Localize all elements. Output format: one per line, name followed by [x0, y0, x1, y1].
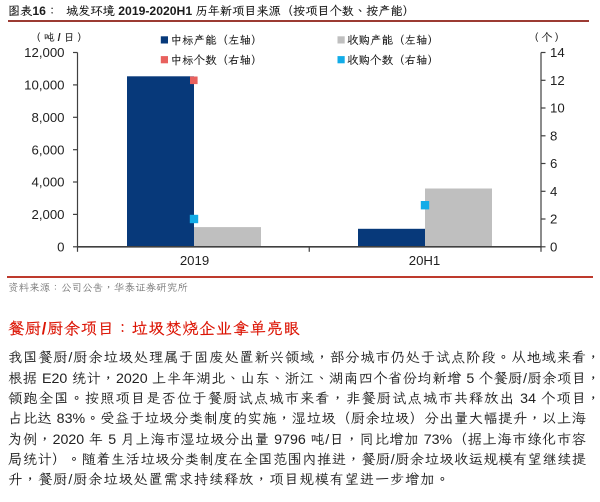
svg-text:2019: 2019	[180, 253, 209, 268]
svg-text:2,000: 2,000	[31, 207, 64, 222]
svg-text:收购产能（左轴）: 收购产能（左轴）	[347, 34, 439, 47]
svg-text:6,000: 6,000	[31, 142, 64, 157]
svg-text:14: 14	[550, 45, 565, 60]
svg-text:中标个数（右轴）: 中标个数（右轴）	[171, 54, 263, 67]
svg-text:20H1: 20H1	[409, 253, 441, 268]
svg-text:（个）: （个）	[528, 32, 568, 44]
svg-text:8: 8	[550, 128, 557, 143]
svg-text:4,000: 4,000	[31, 175, 64, 190]
svg-text:（吨/日）: （吨/日）	[30, 32, 91, 44]
svg-text:中标产能（左轴）: 中标产能（左轴）	[171, 34, 263, 47]
svg-text:12: 12	[550, 73, 565, 88]
svg-text:4: 4	[550, 184, 557, 199]
svg-text:10,000: 10,000	[24, 78, 64, 93]
svg-text:0: 0	[550, 239, 557, 254]
svg-text:收购个数（右轴）: 收购个数（右轴）	[347, 54, 439, 67]
svg-text:8,000: 8,000	[31, 110, 64, 125]
svg-text:2: 2	[550, 212, 557, 227]
svg-text:10: 10	[550, 101, 565, 116]
svg-text:12,000: 12,000	[24, 45, 64, 60]
svg-text:6: 6	[550, 156, 557, 171]
svg-text:0: 0	[57, 239, 64, 254]
